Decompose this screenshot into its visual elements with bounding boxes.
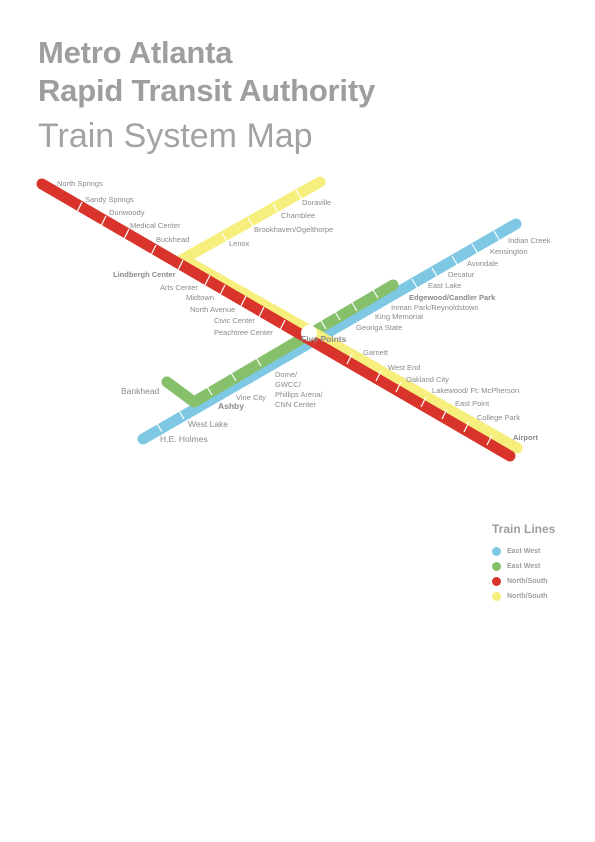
legend-label: North/South (507, 578, 548, 585)
station-oakland-city[interactable]: Oakland City (406, 375, 449, 384)
station-king-memorial[interactable]: King Memorial (375, 312, 423, 321)
station-midtown[interactable]: Midtown (186, 293, 214, 302)
title-line-2: Rapid Transit Authority (38, 73, 375, 108)
blue-line-dot-icon (492, 547, 501, 556)
station-airport[interactable]: Airport (513, 433, 539, 442)
station-medical-center[interactable]: Medical Center (130, 221, 181, 230)
station-civic-center[interactable]: Civic Center (214, 316, 255, 325)
green-line[interactable] (161, 279, 399, 408)
station-north-avenue[interactable]: North Avenue (190, 305, 235, 314)
station-east-point[interactable]: East Point (455, 399, 490, 408)
station-vine-city[interactable]: Vine City (236, 393, 266, 402)
station-garnett[interactable]: Garnett (363, 348, 389, 357)
legend-item-red: North/South (492, 574, 555, 589)
station-doraville[interactable]: Doraville (302, 198, 331, 207)
legend-label: East West (507, 563, 541, 570)
station-decatur[interactable]: Decatur (448, 270, 475, 279)
red-line[interactable] (36, 178, 516, 462)
station-dome-line2[interactable]: GWCC/ (275, 380, 302, 389)
green-line-dot-icon (492, 562, 501, 571)
station-indian-creek[interactable]: Indian Creek (508, 236, 551, 245)
legend-item-blue: East West (492, 544, 555, 559)
legend-title: Train Lines (492, 522, 556, 536)
station-dunwoody[interactable]: Dunwoody (109, 208, 145, 217)
legend-item-green: East West (492, 559, 555, 574)
station-sandy-springs[interactable]: Sandy Springs (85, 195, 134, 204)
hub-label: Five Points (301, 334, 347, 344)
station-edgewood[interactable]: Edgewood/Candler Park (409, 293, 496, 302)
station-lakewood[interactable]: Lakewood/ Ft. McPherson (432, 386, 519, 395)
station-college-park[interactable]: College Park (477, 413, 520, 422)
station-lenox[interactable]: Lenox (229, 239, 250, 248)
station-brookhaven[interactable]: Brookhaven/Ogelthorpe (254, 225, 333, 234)
red-line-dot-icon (492, 577, 501, 586)
station-west-end[interactable]: West End (388, 363, 420, 372)
title-line-1: Metro Atlanta (38, 35, 233, 70)
station-arts-center[interactable]: Arts Center (160, 283, 198, 292)
station-ashby[interactable]: Ashby (218, 401, 244, 411)
five-points-hub[interactable] (301, 325, 317, 341)
station-peachtree-center[interactable]: Peachtree Center (214, 328, 273, 337)
yellow-line-dot-icon (492, 592, 501, 601)
legend: Train Lines East West East West North/So… (492, 522, 555, 604)
station-west-lake[interactable]: West Lake (188, 419, 228, 429)
yellow-line[interactable] (177, 176, 523, 454)
station-lindbergh[interactable]: Lindbergh Center (113, 270, 176, 279)
legend-item-yellow: North/South (492, 589, 555, 604)
station-labels: North Springs Sandy Springs Dunwoody Med… (57, 179, 551, 444)
station-dome-line1[interactable]: Dome/ (275, 370, 298, 379)
map-subtitle: Train System Map (38, 117, 313, 155)
station-east-lake[interactable]: East Lake (428, 281, 461, 290)
legend-label: East West (507, 548, 541, 555)
station-he-holmes[interactable]: H.E. Holmes (160, 434, 208, 444)
station-bankhead[interactable]: Bankhead (121, 386, 160, 396)
map-title: Metro Atlanta Rapid Transit Authority Tr… (38, 34, 375, 158)
legend-label: North/South (507, 593, 548, 600)
station-dome-line3[interactable]: Phillips Arena/ (275, 390, 323, 399)
station-avondale[interactable]: Avondale (467, 259, 498, 268)
station-inman-park[interactable]: Inman Park/Reynoldstown (391, 303, 479, 312)
station-north-springs[interactable]: North Springs (57, 179, 103, 188)
station-buckhead[interactable]: Buckhead (156, 235, 189, 244)
station-chamblee[interactable]: Chamblee (281, 211, 315, 220)
station-georgia-state[interactable]: Georiga State (356, 323, 402, 332)
station-dome-line4[interactable]: CNN Center (275, 400, 316, 409)
station-ticks (76, 189, 501, 446)
station-kensington[interactable]: Kensington (490, 247, 528, 256)
